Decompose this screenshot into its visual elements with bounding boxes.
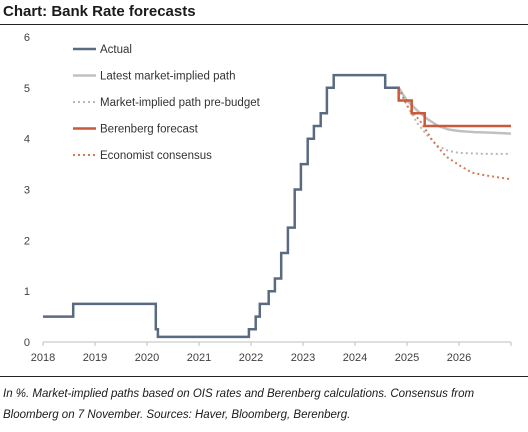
x-tick-label: 2018 bbox=[31, 352, 55, 364]
x-tick-label: 2021 bbox=[187, 352, 211, 364]
y-tick-label: 3 bbox=[24, 185, 30, 197]
x-tick-label: 2025 bbox=[395, 352, 419, 364]
legend-label: Latest market-implied path bbox=[100, 71, 236, 83]
x-tick-label: 2022 bbox=[239, 352, 263, 364]
series-line-market-implied-path-pre-budget bbox=[397, 87, 511, 155]
y-tick-label: 6 bbox=[24, 32, 30, 44]
series-layer bbox=[43, 73, 512, 339]
y-tick-label: 1 bbox=[24, 286, 30, 298]
legend-label: Economist consensus bbox=[100, 150, 212, 162]
title-rule bbox=[0, 24, 528, 25]
axes: 0 1 2 3 4 5 6 2018 2019 2020 2021 2022 2023 2024 2025 2… bbox=[24, 32, 512, 364]
legend: Actual Latest market-implied path Market-i… bbox=[73, 44, 261, 162]
x-tick-label: 2024 bbox=[343, 352, 367, 364]
chart-note: In %. Market-implied paths based on OIS … bbox=[3, 388, 475, 421]
chart-title: Chart: Bank Rate forecasts bbox=[3, 3, 196, 20]
series-line-actual bbox=[43, 73, 399, 339]
series-line-berenberg-forecast bbox=[385, 86, 511, 128]
y-tick-label: 0 bbox=[24, 337, 30, 349]
legend-label: Market-implied path pre-budget bbox=[100, 97, 261, 109]
x-tick-label: 2026 bbox=[447, 352, 471, 364]
x-tick-label: 2020 bbox=[135, 352, 159, 364]
y-tick-label: 2 bbox=[24, 235, 30, 247]
x-tick-label: 2023 bbox=[291, 352, 315, 364]
x-tick-label: 2019 bbox=[83, 352, 107, 364]
note-rule bbox=[0, 376, 528, 377]
y-tick-label: 5 bbox=[24, 83, 30, 95]
y-tick-label: 4 bbox=[24, 134, 30, 146]
plot-area: 0 1 2 3 4 5 6 2018 2019 2020 2021 2022 2023 2024 2025 2… bbox=[24, 32, 512, 364]
legend-label: Actual bbox=[100, 44, 132, 56]
legend-label: Berenberg forecast bbox=[100, 124, 199, 136]
